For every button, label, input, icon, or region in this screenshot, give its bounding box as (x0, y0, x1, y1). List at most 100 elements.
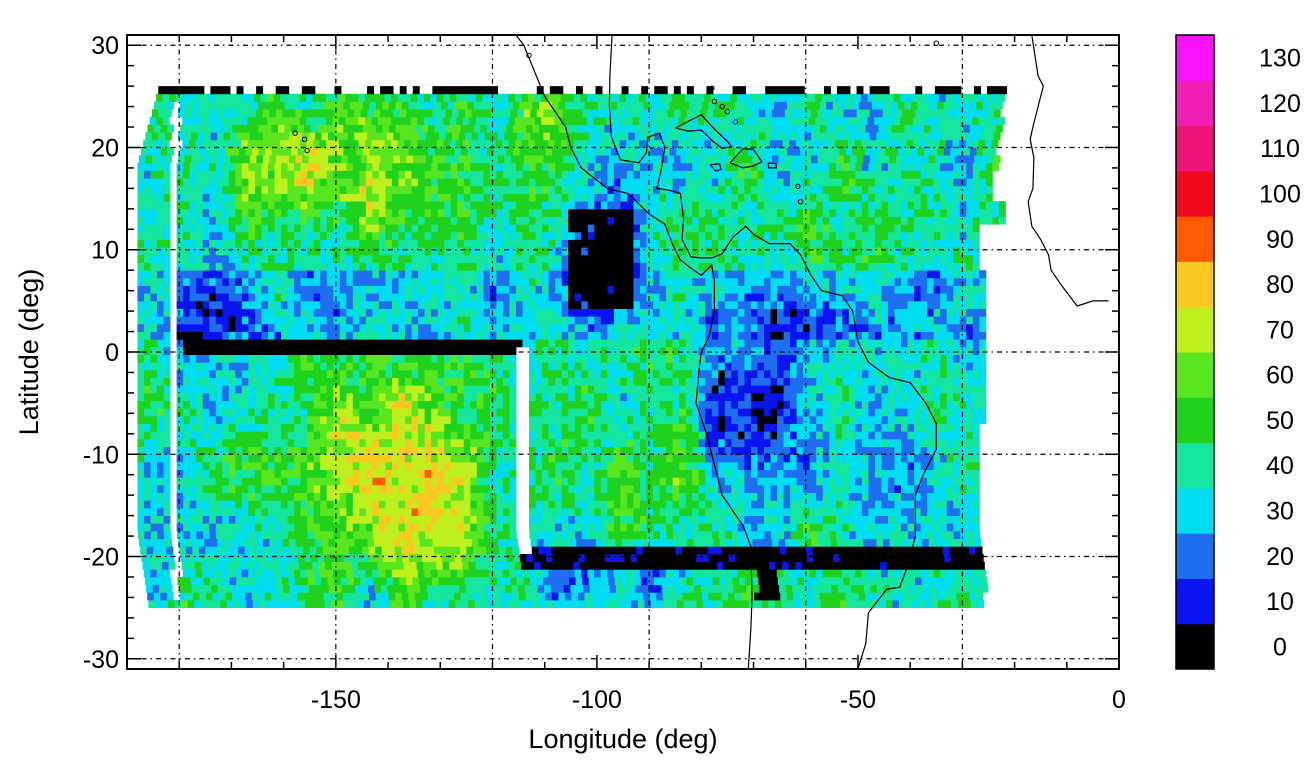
heatmap-cell (254, 515, 262, 524)
heatmap-cell (535, 461, 543, 470)
heatmap-cell (679, 392, 687, 401)
heatmap-cell (398, 369, 406, 378)
heatmap-cell (211, 546, 219, 555)
heatmap-cell (874, 569, 882, 578)
heatmap-cell (959, 469, 967, 478)
heatmap-cell (809, 331, 817, 340)
heatmap-cell (868, 354, 876, 363)
heatmap-cell (672, 461, 680, 470)
heatmap-cell (698, 362, 706, 371)
heatmap-cell (460, 592, 468, 601)
heatmap-cell (202, 438, 210, 447)
heatmap-cell (437, 569, 445, 578)
heatmap-cell (764, 576, 772, 586)
heatmap-cell (685, 523, 693, 532)
heatmap-cell (646, 346, 654, 355)
heatmap-cell (809, 323, 817, 332)
heatmap-cell (150, 369, 158, 378)
heatmap-cell (450, 484, 458, 494)
heatmap-cell (367, 584, 375, 593)
heatmap-cell (958, 561, 966, 570)
heatmap-cell (261, 477, 269, 486)
heatmap-cell (502, 400, 510, 409)
heatmap-cell (748, 553, 756, 563)
heatmap-cell (735, 553, 743, 563)
heatmap-cell (666, 515, 673, 524)
heatmap-cell (822, 354, 830, 363)
heatmap-cell (750, 362, 758, 371)
heatmap-cell (959, 415, 967, 424)
heatmap-cell (607, 392, 615, 401)
heatmap-cell (737, 492, 745, 501)
heatmap-cell (822, 423, 830, 432)
heatmap-cell (444, 500, 452, 509)
heatmap-cell (391, 339, 399, 348)
heatmap-cell (946, 354, 954, 363)
heatmap-cell (294, 431, 301, 440)
heatmap-cell (267, 354, 275, 363)
heatmap-cell (731, 385, 739, 394)
heatmap-cell (176, 515, 184, 524)
heatmap-cell (313, 415, 321, 424)
heatmap-cell (639, 469, 647, 478)
heatmap-cell (907, 308, 915, 317)
heatmap-cell (202, 500, 210, 509)
heatmap-cell (863, 584, 871, 593)
heatmap-cell (705, 477, 713, 486)
heatmap-cell (842, 354, 850, 363)
heatmap-cell (228, 415, 236, 424)
heatmap-cell (640, 576, 648, 586)
heatmap-cell (966, 354, 974, 363)
heatmap-cell (300, 354, 308, 363)
heatmap-cell (281, 446, 288, 455)
heatmap-cell (411, 362, 419, 371)
heatmap-cell (731, 523, 739, 532)
heatmap-cell (574, 461, 582, 470)
heatmap-cell (744, 431, 752, 440)
heatmap-cell (718, 446, 726, 455)
heatmap-cell (907, 331, 915, 340)
heatmap-cell (711, 346, 719, 355)
heatmap-cell (620, 316, 628, 325)
heatmap-cell (959, 385, 967, 394)
heatmap-cell (450, 408, 458, 417)
heatmap-cell (157, 469, 164, 478)
heatmap-cell (313, 423, 321, 432)
heatmap-cell (866, 599, 874, 609)
heatmap-cell (496, 507, 504, 517)
heatmap-cell (829, 507, 837, 517)
heatmap-cell (639, 346, 647, 355)
heatmap-cell (350, 553, 358, 563)
heatmap-cell (274, 408, 282, 417)
heatmap-cell (777, 515, 784, 524)
heatmap-cell (269, 538, 277, 547)
heatmap-cell (208, 569, 216, 578)
heatmap-cell (979, 316, 987, 325)
heatmap-cell (675, 546, 683, 555)
heatmap-cell (626, 354, 634, 363)
heatmap-cell (421, 553, 429, 563)
heatmap-cell (583, 546, 591, 555)
heatmap-cell (626, 385, 634, 394)
heatmap-cell (362, 592, 370, 601)
heatmap-cell (940, 377, 948, 386)
heatmap-cell (509, 492, 517, 501)
heatmap-cell (966, 423, 974, 432)
heatmap-cell (574, 400, 582, 409)
heatmap-cell (646, 454, 654, 463)
heatmap-cell (705, 377, 713, 386)
heatmap-cell (547, 561, 555, 570)
heatmap-cell (568, 346, 576, 355)
heatmap-cell (698, 461, 706, 470)
heatmap-cell (529, 446, 536, 455)
heatmap-cell (398, 392, 406, 401)
heatmap-cell (444, 469, 452, 478)
heatmap-cell (672, 446, 680, 455)
heatmap-cell (209, 484, 217, 494)
heatmap-cell (819, 592, 827, 601)
heatmap-cell (887, 569, 895, 578)
heatmap-cell (568, 385, 576, 394)
heatmap-cell (470, 331, 478, 340)
heatmap-cell (875, 530, 883, 540)
heatmap-cell (626, 477, 634, 486)
